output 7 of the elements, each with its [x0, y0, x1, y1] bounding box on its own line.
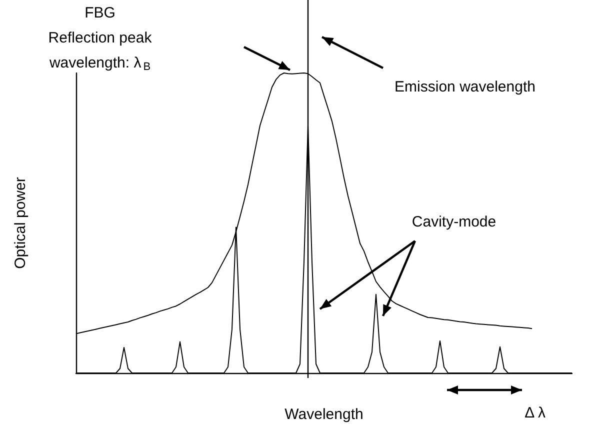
- y-axis-title: Optical power: [12, 177, 29, 269]
- annotation: Cavity-mode: [412, 214, 496, 230]
- text: Reflection peak: [48, 30, 152, 46]
- text: FBG: [84, 4, 116, 22]
- x-axis-title: Wavelength: [284, 406, 364, 423]
- annotation: Emission wavelength: [394, 78, 536, 96]
- text: Δ λ: [524, 404, 546, 422]
